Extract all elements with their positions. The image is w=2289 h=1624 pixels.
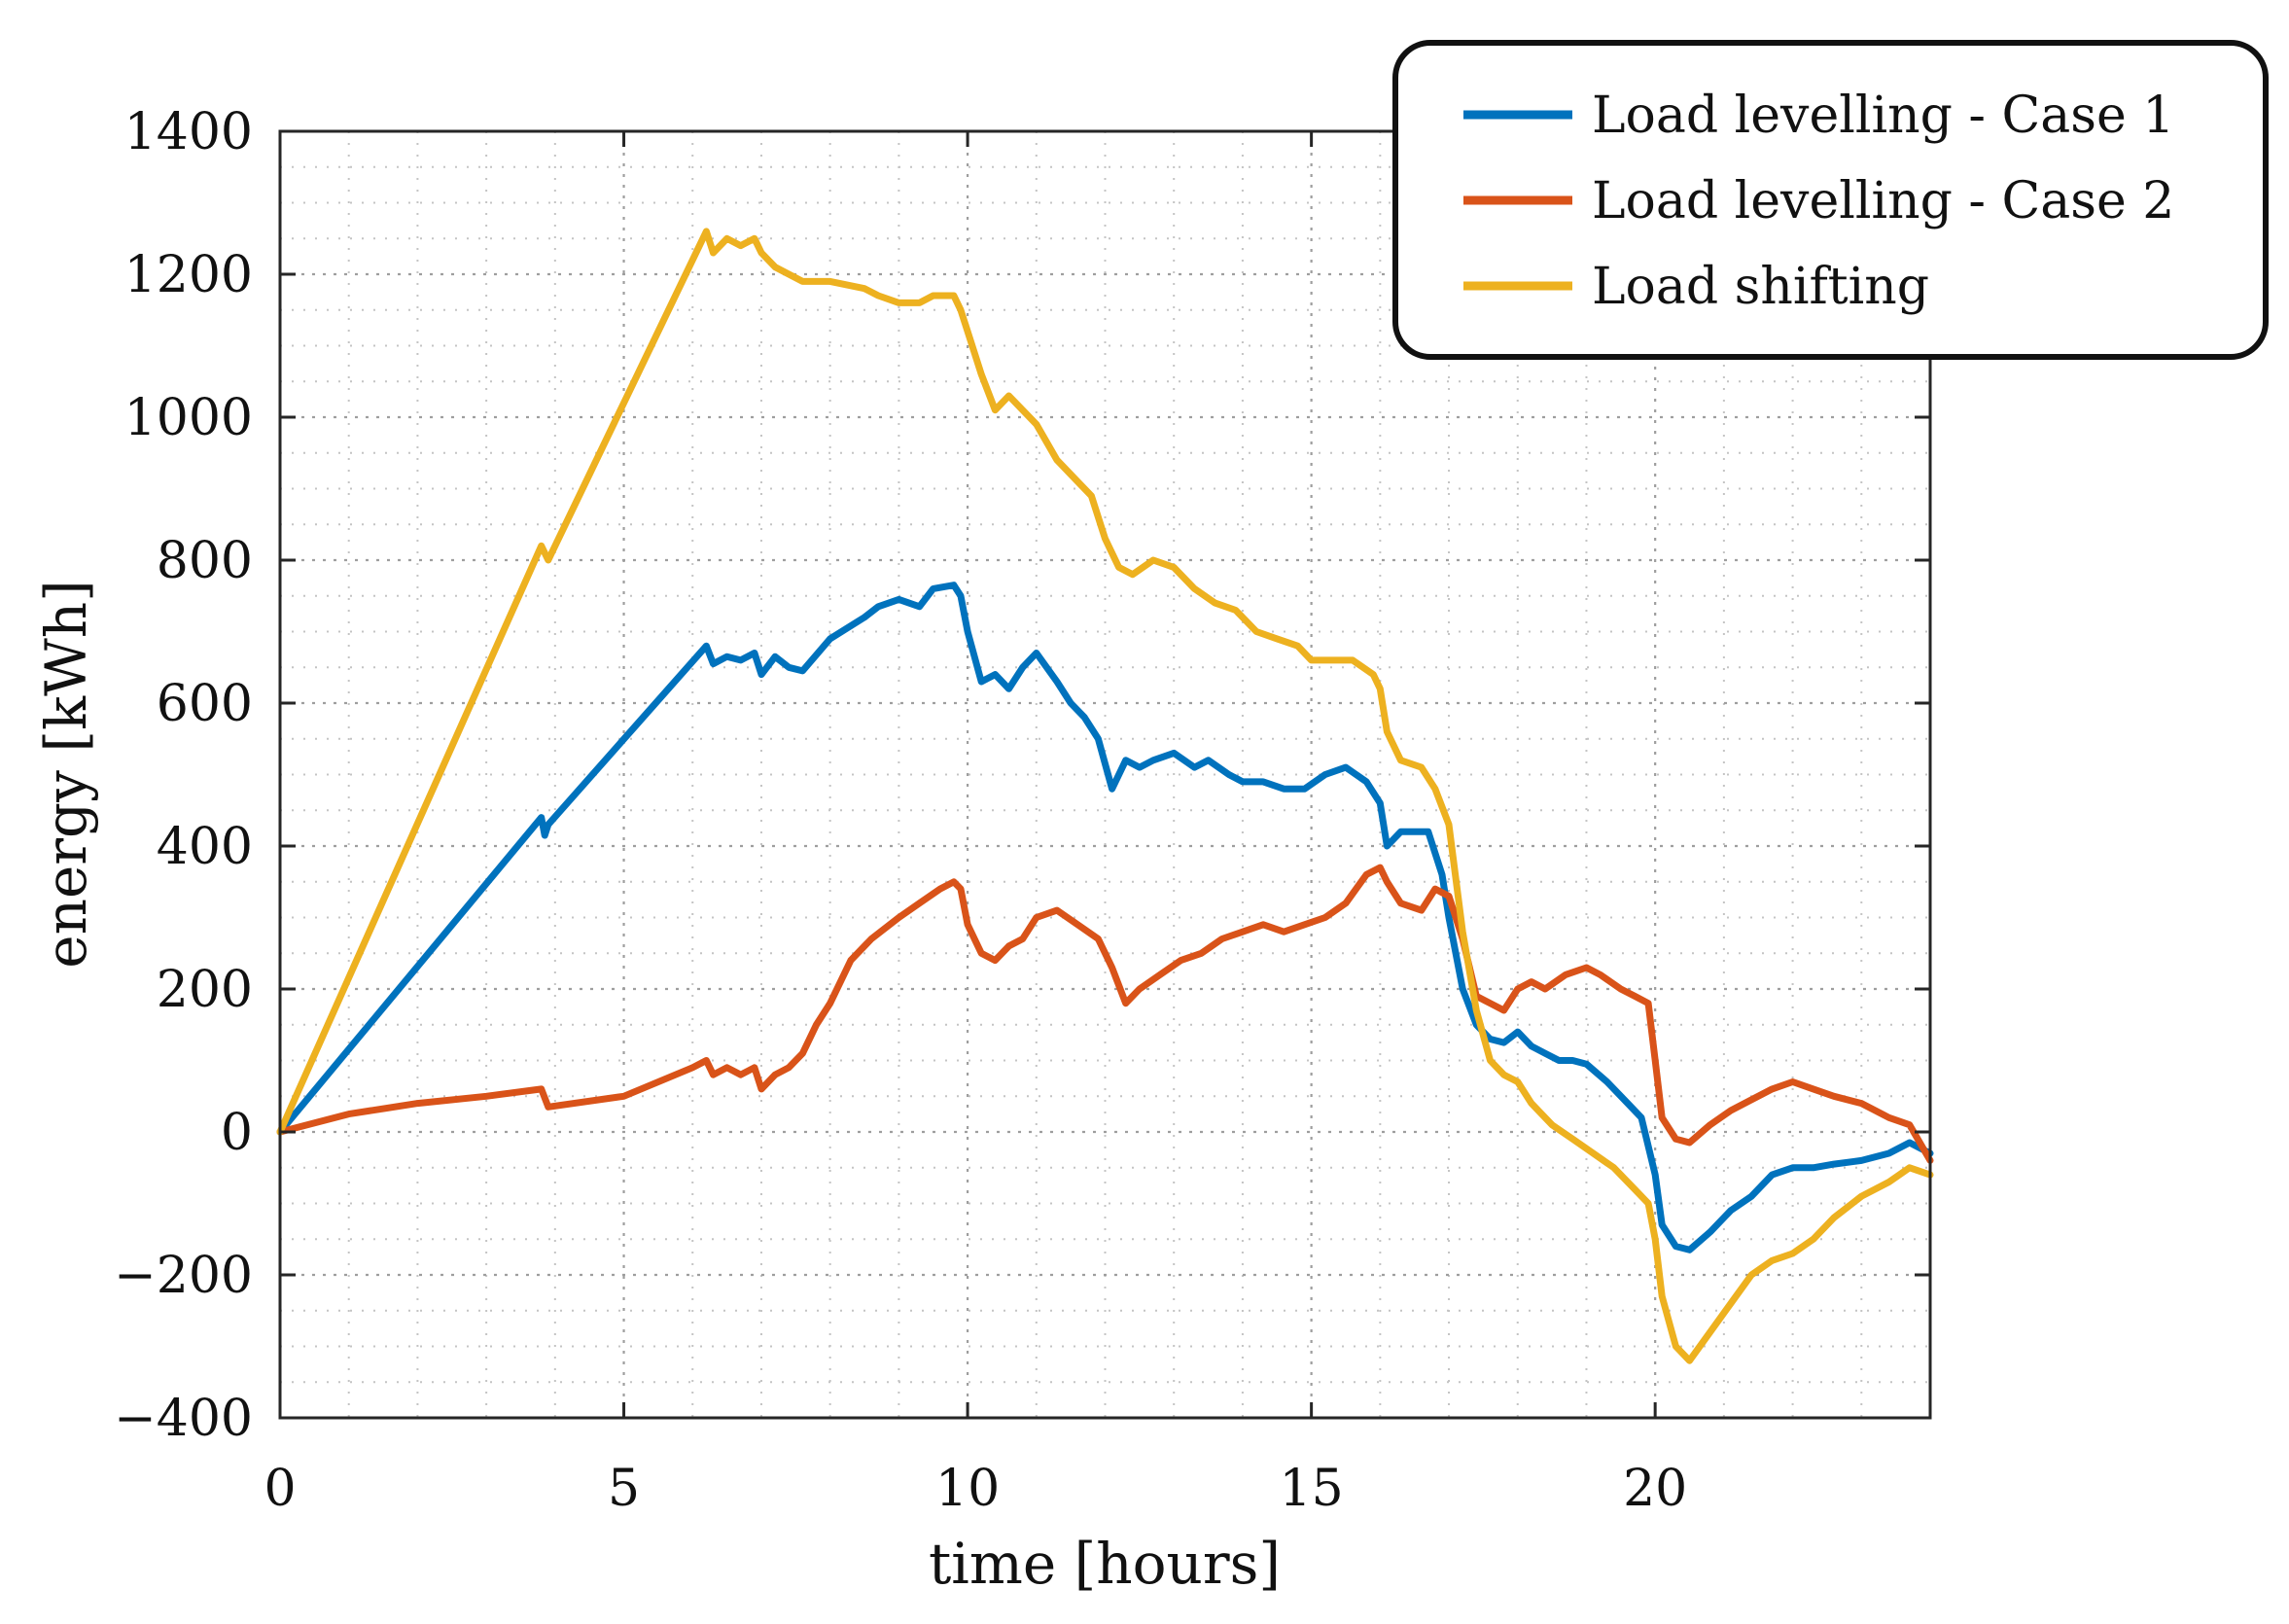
legend-label: Load levelling - Case 1 — [1592, 87, 2174, 145]
legend-label: Load shifting — [1592, 258, 1929, 316]
y-tick-label: 1200 — [124, 246, 253, 304]
y-tick-label: −200 — [114, 1247, 253, 1305]
x-tick-label: 10 — [935, 1460, 1000, 1518]
y-tick-label: −400 — [114, 1390, 253, 1448]
series-line — [276, 582, 1934, 1253]
legend-box — [1392, 40, 2269, 360]
x-axis-label: time [hours] — [929, 1531, 1281, 1597]
plot-frame — [278, 129, 1932, 1420]
series-lines — [276, 228, 1934, 1364]
series-line — [276, 228, 1934, 1364]
y-tick-label: 1400 — [124, 103, 253, 161]
x-tick-label: 0 — [264, 1460, 296, 1518]
y-tick-labels: −400 −200 0 200 400 600 800 1000 1200 1400 — [114, 103, 253, 1448]
y-tick-label: 400 — [157, 818, 253, 876]
x-tick-label: 5 — [608, 1460, 640, 1518]
y-axis-label: energy [kWh] — [33, 580, 99, 968]
y-tick-label: 1000 — [124, 389, 253, 447]
x-tick-label: 20 — [1623, 1460, 1687, 1518]
x-tick-label: 15 — [1280, 1460, 1344, 1518]
y-tick-label: 0 — [221, 1104, 253, 1162]
series-line — [276, 864, 1934, 1164]
legend: Load levelling - Case 1 Load levelling - … — [1392, 40, 2269, 360]
y-tick-label: 200 — [157, 961, 253, 1019]
legend-items: Load levelling - Case 1 Load levelling - … — [1463, 87, 2174, 316]
axis-ticks — [278, 129, 1930, 1420]
y-tick-label: 800 — [157, 532, 253, 590]
legend-label: Load levelling - Case 2 — [1592, 172, 2174, 230]
y-tick-label: 600 — [157, 675, 253, 733]
x-tick-labels: 0 5 10 15 20 — [264, 1460, 1687, 1518]
